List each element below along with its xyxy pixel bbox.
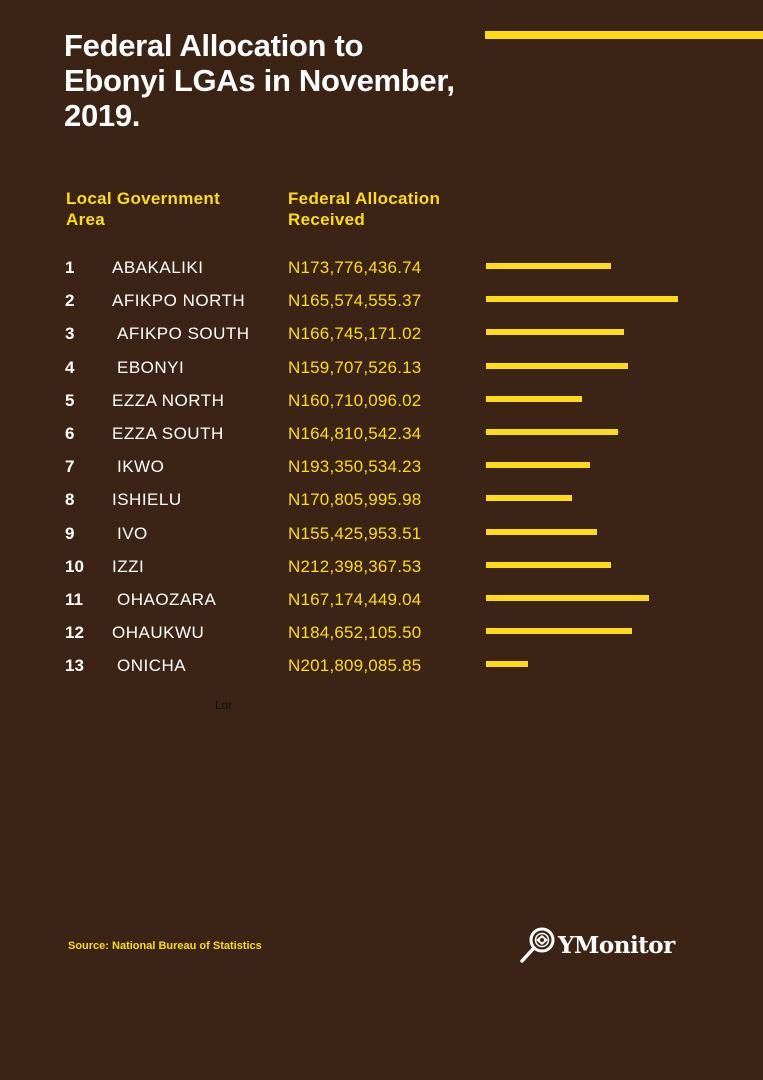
table-row: 5 EZZA NORTH N160,710,096.02 [0,391,763,424]
row-rank: 7 [65,457,75,477]
allocation-bar [486,395,582,402]
ymonitor-logo: YMonitor [518,925,675,965]
row-rank: 1 [65,258,75,277]
header-lga: Local Government Area [66,189,221,229]
logo-text: YMonitor [558,931,675,959]
row-allocation: N193,350,534.23 [288,457,422,477]
row-lga: ABAKALIKI [112,258,204,277]
row-allocation: N159,707,526.13 [288,357,422,377]
row-lga: EBONYI [117,357,185,377]
row-rank: 11 [65,590,83,609]
magnifier-eye-icon [520,927,555,963]
allocation-bar [486,296,678,303]
allocation-bar [486,362,628,369]
row-lga: EZZA SOUTH [112,424,224,443]
allocation-bar [486,263,611,269]
row-allocation: N160,710,096.02 [288,390,422,410]
row-allocation: N155,425,953.51 [288,523,422,543]
row-rank: 2 [65,291,75,311]
table-row: 4 EBONYI N159,707,526.13 [0,358,763,391]
table-row: 8 ISHIELU N170,805,995.98 [0,490,763,523]
allocation-bar [486,595,649,601]
row-allocation: N170,805,995.98 [288,490,422,510]
table-row: 6 EZZA SOUTH N164,810,542.34 [0,424,763,457]
allocation-bar [486,329,624,336]
table-row: 2 AFIKPO NORTH N165,574,555.37 [0,291,763,324]
header-allocation: Federal Allocation Received [288,189,441,229]
page-title: Federal Allocation to Ebonyi LGAs in Nov… [64,28,455,133]
row-rank: 8 [65,490,75,510]
decorative-top-bar [485,31,763,39]
allocation-bar [486,462,590,469]
row-rank: 12 [65,623,84,643]
row-rank: 13 [65,656,84,676]
table-row: 10 IZZI N212,398,367.53 [0,557,763,590]
row-lga: AFIKPO SOUTH [117,324,250,344]
row-allocation: N212,398,367.53 [288,556,422,576]
row-rank: 6 [65,424,75,443]
source-note: Source: National Bureau of Statistics [68,940,262,952]
row-allocation: N201,809,085.85 [288,656,422,676]
row-rank: 4 [65,357,75,377]
row-rank: 10 [65,556,84,576]
row-lga: IKWO [117,457,165,477]
row-lga: ISHIELU [112,490,182,510]
table-row: 12 OHAUKWU N184,652,105.50 [0,623,763,656]
table-row: 13 ONICHA N201,809,085.85 [0,656,763,689]
row-allocation: N166,745,171.02 [288,324,422,344]
row-lga: IVO [117,523,148,543]
row-allocation: N164,810,542.34 [288,424,422,443]
table-row: 9 IVO N155,425,953.51 [0,524,763,557]
row-lga: IZZI [112,556,145,576]
row-lga: OHAOZARA [117,590,217,609]
row-lga: OHAUKWU [112,623,205,643]
allocation-bar [486,661,528,668]
row-allocation: N173,776,436.74 [288,258,422,277]
row-rank: 9 [65,523,75,543]
row-lga: EZZA NORTH [112,390,225,410]
table-row: 1 ABAKALIKI N173,776,436.74 [0,258,763,291]
row-allocation: N184,652,105.50 [288,623,422,643]
row-allocation: N165,574,555.37 [288,291,422,311]
table-row: 11 OHAOZARA N167,174,449.04 [0,590,763,623]
table-row: 3 AFIKPO SOUTH N166,745,171.02 [0,324,763,357]
row-lga: ONICHA [117,656,187,676]
row-rank: 5 [65,390,75,410]
allocation-bar [486,429,618,435]
allocation-bar [486,528,597,535]
row-rank: 3 [65,324,75,344]
table-row: 7 IKWO N193,350,534.23 [0,457,763,490]
row-allocation: N167,174,449.04 [288,590,422,609]
row-lga: AFIKPO NORTH [112,291,246,311]
allocation-bar [486,628,632,635]
allocation-bar [486,495,572,502]
stray-text: Lor [215,698,233,712]
allocation-bar [486,561,611,568]
